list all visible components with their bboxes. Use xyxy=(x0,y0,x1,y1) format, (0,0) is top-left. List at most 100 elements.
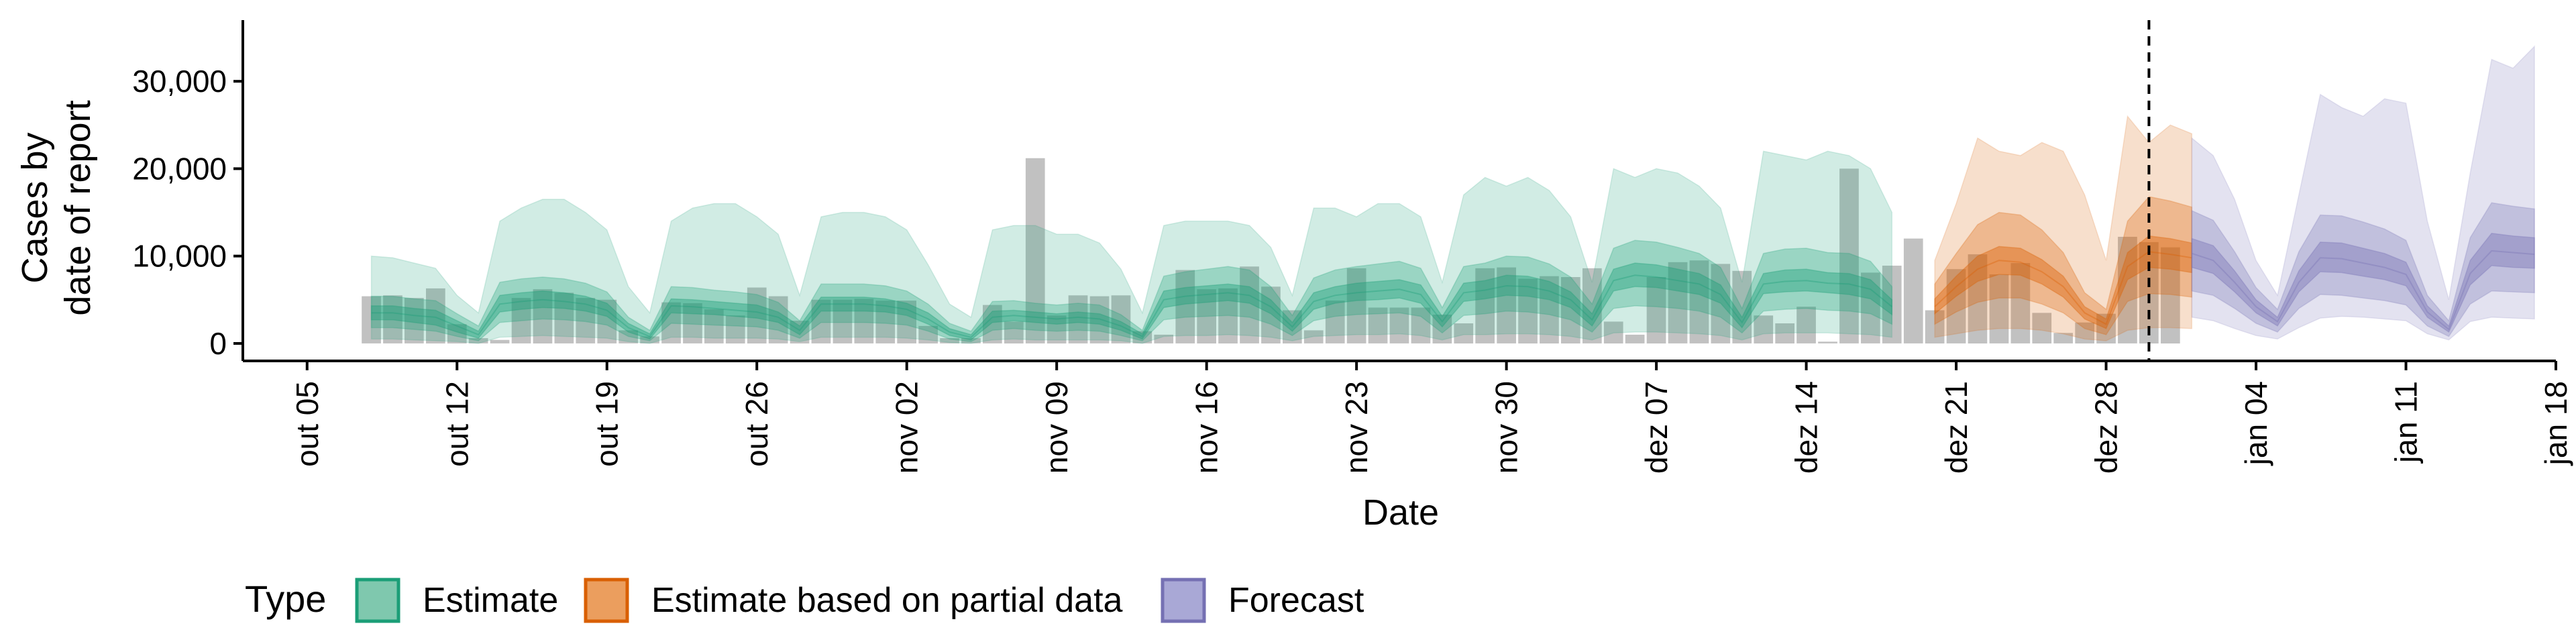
reported-cases-bar xyxy=(1603,321,1623,343)
reported-cases-bar xyxy=(447,324,467,343)
reported-cases-bar xyxy=(1540,276,1559,343)
ribbons-layer xyxy=(370,45,2535,344)
series-estimate xyxy=(370,150,1893,344)
reported-cases-bar xyxy=(790,321,810,343)
y-tick-label: 30,000 xyxy=(132,64,227,99)
ribbon-90-band xyxy=(2191,202,2535,337)
reported-cases-bar xyxy=(1432,315,1452,343)
reported-cases-bar xyxy=(2096,313,2116,343)
y-tick-label: 20,000 xyxy=(132,151,227,186)
reported-cases-bar xyxy=(854,299,874,343)
reported-cases-bar xyxy=(490,339,510,343)
legend-item-estimate: Estimate xyxy=(355,578,558,623)
reported-cases-bar xyxy=(1089,296,1110,343)
ribbon-90-band xyxy=(1934,196,2193,335)
reported-cases-bar xyxy=(1754,315,1774,343)
reported-cases-bar xyxy=(2032,313,2052,343)
legend-item-forecast: Forecast xyxy=(1161,578,1364,623)
reported-cases-bar xyxy=(468,338,488,343)
reported-cases-bar xyxy=(1261,286,1281,343)
reported-cases-bar xyxy=(725,315,745,343)
x-tick-label: dez 21 xyxy=(1939,381,1974,474)
reported-cases-bar xyxy=(1175,270,1195,343)
x-tick-label: nov 23 xyxy=(1339,381,1374,474)
legend-item-estimate-based-on-partial-data: Estimate based on partial data xyxy=(584,578,1123,623)
y-axis-title: Cases by date of report xyxy=(15,100,98,315)
reported-cases-bar xyxy=(1582,268,1602,343)
x-tick-label: nov 16 xyxy=(1189,381,1224,474)
reported-cases-bar xyxy=(1775,323,1794,343)
reported-cases-bar xyxy=(1818,341,1837,343)
legend-key xyxy=(1161,578,1206,623)
reported-cases-bar xyxy=(1946,269,1966,343)
x-tick-label: jan 04 xyxy=(2239,381,2273,466)
x-axis-title: Date xyxy=(1362,492,1439,533)
legend-key xyxy=(355,578,400,623)
y-tick-label: 0 xyxy=(209,326,227,361)
reported-cases-bar xyxy=(1839,168,1859,343)
reported-cases-bar xyxy=(1925,310,1945,343)
reported-cases-bar xyxy=(1903,238,1923,343)
legend-label: Estimate based on partial data xyxy=(651,581,1123,620)
reported-cases-bar xyxy=(1689,260,1709,343)
reported-cases-bar xyxy=(1518,278,1538,343)
x-tick-label: out 19 xyxy=(590,381,625,467)
x-tick-label: dez 28 xyxy=(2089,381,2124,474)
reported-cases-bar xyxy=(1303,330,1324,343)
reported-cases-bar xyxy=(875,301,896,343)
reported-cases-bar xyxy=(1861,272,1880,343)
reported-cases-bar xyxy=(940,338,959,343)
reported-cases-bar xyxy=(1711,264,1731,343)
legend: Type Estimate Estimate based on partial d… xyxy=(245,578,1364,623)
y-tick-label: 10,000 xyxy=(132,239,227,274)
reported-cases-bar xyxy=(1668,262,1688,343)
reported-cases-bar xyxy=(1004,321,1024,343)
reported-cases-bar xyxy=(2075,322,2094,343)
reported-cases-bar xyxy=(747,287,767,343)
reported-cases-bar xyxy=(1132,331,1152,343)
reported-cases-bar xyxy=(1368,307,1388,343)
reported-cases-bar xyxy=(1454,323,1474,343)
series-forecast xyxy=(2191,45,2535,341)
reported-cases-bar xyxy=(1411,307,1431,343)
reported-cases-bar xyxy=(2161,247,2180,343)
reported-cases-bar xyxy=(1218,288,1238,343)
legend-key xyxy=(584,578,629,623)
x-tick-label: dez 07 xyxy=(1639,381,1674,474)
reported-cases-bar xyxy=(1475,268,1495,343)
ribbon-outer-band xyxy=(1934,115,2193,341)
reported-cases-bar xyxy=(1989,274,2009,343)
reported-cases-bars xyxy=(362,158,2180,343)
reported-cases-bar xyxy=(1625,334,1645,343)
series-estimate-based-on-partial-data xyxy=(1934,115,2193,341)
ribbon-50-band xyxy=(370,262,1893,341)
reported-cases-bar xyxy=(405,298,424,343)
reported-cases-bar xyxy=(811,299,831,343)
reported-cases-bar xyxy=(1882,266,1902,343)
median-line xyxy=(2191,250,2535,331)
reported-cases-bar xyxy=(383,295,402,343)
y-axis-title-line-1: Cases by xyxy=(15,132,55,283)
reported-cases-bar xyxy=(661,302,681,343)
reported-cases-bar xyxy=(554,292,574,343)
reported-cases-bar xyxy=(897,301,916,343)
reported-cases-bar xyxy=(1325,301,1345,343)
reported-cases-bar xyxy=(511,298,531,343)
reported-cases-bar xyxy=(2118,237,2137,343)
reported-cases-bar xyxy=(918,325,938,343)
ribbon-50-band xyxy=(2191,233,2535,333)
x-tick-label: nov 30 xyxy=(1489,381,1524,474)
reported-cases-bar xyxy=(683,303,702,343)
reported-cases-bar xyxy=(640,336,659,343)
x-tick-label: out 12 xyxy=(439,381,474,467)
reported-cases-bar xyxy=(533,289,553,343)
y-axis: 0 10,000 20,000 30,000 xyxy=(132,20,244,361)
legend-label: Estimate xyxy=(423,581,558,620)
reported-cases-bar xyxy=(597,299,617,343)
reported-cases-bar xyxy=(1968,254,1988,343)
reported-cases-bar xyxy=(1283,310,1302,343)
x-tick-label: out 05 xyxy=(290,381,325,467)
reported-cases-bar xyxy=(768,296,788,343)
